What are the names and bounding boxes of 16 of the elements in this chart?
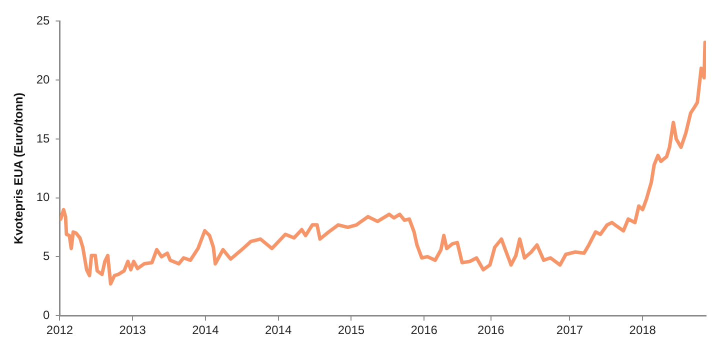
y-tick-label: 5 (43, 249, 50, 264)
y-tick-label: 20 (36, 72, 50, 86)
x-tick-label: 2012 (46, 323, 74, 338)
x-tick-label: 2016 (410, 323, 438, 338)
y-tick-label: 0 (43, 308, 50, 322)
x-tick-label: 2017 (556, 323, 584, 338)
x-tick-label: 2014 (264, 323, 292, 338)
y-axis-title: Kvotepris EUA (Euro/tonn) (12, 92, 26, 244)
x-tick-label: 2018 (629, 323, 656, 338)
x-tick-label: 2014 (192, 323, 220, 338)
y-tick-label: 15 (36, 131, 50, 146)
y-tick-label: 10 (36, 190, 50, 204)
y-tick-label: 25 (36, 14, 50, 28)
x-tick-label: 2013 (119, 323, 146, 338)
x-tick-label: 2016 (478, 323, 505, 338)
x-tick-label: 2015 (338, 323, 365, 338)
